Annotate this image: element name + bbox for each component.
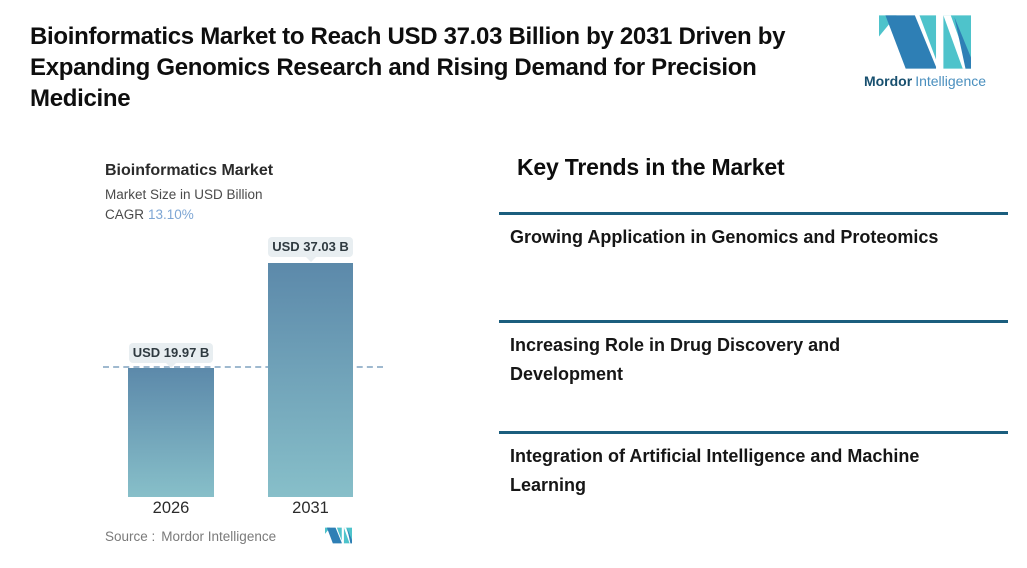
source-label: Source : — [105, 529, 156, 544]
trend-item-1: Growing Application in Genomics and Prot… — [510, 223, 1010, 252]
mini-brand-mark — [325, 527, 352, 549]
bar-value-label-2031: USD 37.03 B — [268, 237, 353, 262]
trend-3-line-2: Learning — [510, 475, 587, 495]
trend-separator-2 — [499, 320, 1008, 323]
chart-cagr: CAGR 13.10% — [105, 207, 194, 222]
trend-1-line-1: Growing Application in Genomics and Prot… — [510, 227, 939, 247]
bar-2026 — [128, 368, 214, 497]
trend-separator-3 — [499, 431, 1008, 434]
brand-name-mordor: Mordor — [863, 73, 913, 89]
trend-3-line-1: Integration of Artificial Intelligence a… — [510, 446, 920, 466]
bar-2031 — [268, 263, 353, 497]
brand-name-intelligence: Intelligence — [915, 73, 987, 89]
trend-item-2: Increasing Role in Drug Discovery and De… — [510, 331, 1010, 389]
reference-dashed-line — [103, 366, 383, 368]
chart-source: Source : Mordor Intelligence — [105, 529, 276, 544]
brand-logo: Mordor Intelligence — [845, 15, 1005, 89]
x-axis-label-2031: 2031 — [292, 499, 329, 517]
cagr-label: CAGR — [105, 207, 145, 222]
brand-name: Mordor Intelligence — [845, 73, 1005, 89]
page-title-line-1: Bioinformatics Market to Reach USD 37.03… — [30, 23, 786, 50]
mordor-mark-icon — [325, 527, 352, 544]
bar-value-label-2026: USD 19.97 B — [129, 343, 213, 368]
trend-item-3: Integration of Artificial Intelligence a… — [510, 442, 1010, 500]
trend-separator-1 — [499, 212, 1008, 215]
chart-subtitle: Market Size in USD Billion — [105, 187, 263, 202]
trend-2-line-2: Development — [510, 364, 624, 384]
page-title-line-2: Expanding Genomics Research and Rising D… — [30, 54, 757, 81]
chart-title: Bioinformatics Market — [105, 162, 274, 179]
source-value: Mordor Intelligence — [161, 529, 277, 544]
cagr-value: 13.10% — [148, 207, 194, 222]
page-title: Bioinformatics Market to Reach USD 37.03… — [30, 21, 840, 114]
trend-2-line-1: Increasing Role in Drug Discovery and — [510, 335, 841, 355]
key-trends-heading: Key Trends in the Market — [517, 154, 785, 180]
mordor-intelligence-logo-icon — [879, 15, 971, 69]
page-title-line-3: Medicine — [30, 85, 131, 112]
x-axis-label-2026: 2026 — [152, 499, 190, 517]
